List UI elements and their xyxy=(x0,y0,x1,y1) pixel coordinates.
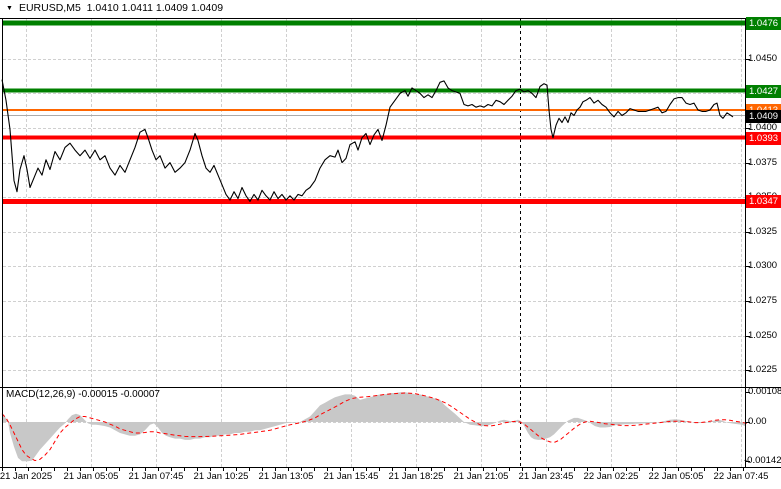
price-line xyxy=(1,79,734,202)
price-tick-label: 1.0375 xyxy=(748,157,778,168)
price-tick-label: 1.0325 xyxy=(748,226,778,237)
price-tick-label: 1.0225 xyxy=(748,364,778,375)
pane-borders xyxy=(0,18,781,471)
ohlc-toggle-icon[interactable]: ▼ xyxy=(6,5,13,12)
price-badge: 1.0476 xyxy=(746,17,781,30)
symbol-period-label: EURUSD,M5 xyxy=(18,2,81,14)
price-badge: 1.0409 xyxy=(746,110,781,123)
time-tick-label: 21 Jan 13:05 xyxy=(258,471,314,482)
time-tick-label: 21 Jan 21:05 xyxy=(453,471,509,482)
time-tick-label: 21 Jan 23:45 xyxy=(518,471,574,482)
macd-tick-label: 0.00108 xyxy=(748,386,781,397)
time-tick-label: 22 Jan 02:25 xyxy=(583,471,639,482)
price-tick-label: 1.0450 xyxy=(748,53,778,64)
macd-tick-label: -0.00142 xyxy=(744,455,781,466)
price-badge: 1.0393 xyxy=(746,132,781,145)
price-badge: 1.0427 xyxy=(746,85,781,98)
price-tick-label: 1.0300 xyxy=(748,260,778,271)
time-tick-label: 21 Jan 05:05 xyxy=(63,471,119,482)
ohlc-values: 1.0410 1.0411 1.0409 1.0409 xyxy=(86,2,224,14)
time-tick-label: 21 Jan 10:25 xyxy=(193,471,249,482)
time-tick-label: 22 Jan 05:05 xyxy=(648,471,704,482)
time-tick-label: 21 Jan 2025 xyxy=(0,471,53,482)
chart-title: ▼ EURUSD,M5 1.0410 1.0411 1.0409 1.0409 xyxy=(6,2,223,14)
price-tick-label: 1.0400 xyxy=(748,122,778,133)
time-tick-label: 21 Jan 07:45 xyxy=(128,471,184,482)
grid-lines xyxy=(3,19,745,467)
time-tick-label: 21 Jan 18:25 xyxy=(388,471,444,482)
macd-signal-line xyxy=(1,392,749,462)
price-tick-label: 1.0250 xyxy=(748,330,778,341)
macd-indicator-label: MACD(12,26,9) -0.00015 -0.00007 xyxy=(6,389,160,400)
time-tick-label: 21 Jan 15:45 xyxy=(323,471,379,482)
price-badge: 1.0347 xyxy=(746,195,781,208)
time-tick-label: 22 Jan 07:45 xyxy=(713,471,769,482)
macd-histogram xyxy=(2,392,745,462)
level-lines xyxy=(3,20,745,204)
macd-tick-label: 0.00 xyxy=(748,416,767,427)
price-tick-label: 1.0275 xyxy=(748,295,778,306)
